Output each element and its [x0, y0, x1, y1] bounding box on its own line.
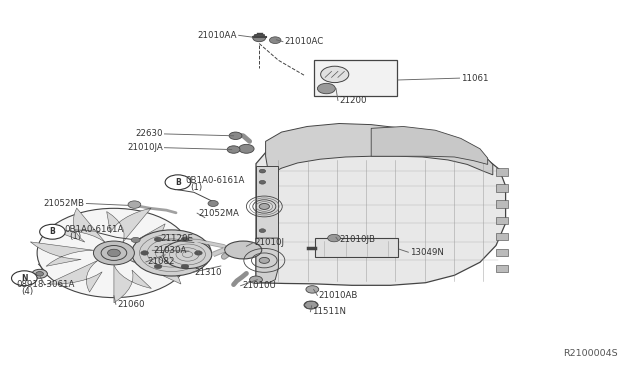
Circle shape	[40, 224, 65, 239]
Circle shape	[317, 83, 335, 94]
Circle shape	[259, 169, 266, 173]
Bar	[496, 201, 508, 208]
Text: 11511N: 11511N	[312, 307, 346, 316]
Polygon shape	[107, 208, 151, 242]
Circle shape	[321, 66, 349, 83]
Text: 21010AB: 21010AB	[319, 291, 358, 300]
Polygon shape	[256, 238, 278, 283]
Text: 0B1A0-6161A: 0B1A0-6161A	[64, 225, 124, 234]
Polygon shape	[371, 126, 488, 164]
Circle shape	[253, 34, 266, 42]
Circle shape	[239, 144, 254, 153]
Bar	[496, 249, 508, 256]
Text: (1): (1)	[69, 232, 81, 241]
Circle shape	[141, 251, 148, 255]
Bar	[496, 265, 508, 272]
Circle shape	[32, 269, 47, 278]
Text: 22630: 22630	[136, 129, 163, 138]
Text: 11061: 11061	[461, 74, 488, 83]
Polygon shape	[130, 256, 185, 284]
Circle shape	[132, 230, 211, 276]
Bar	[314, 60, 397, 96]
Circle shape	[259, 180, 266, 184]
Bar	[496, 184, 508, 192]
Text: 21120E: 21120E	[160, 234, 193, 243]
Circle shape	[229, 132, 242, 140]
Text: 21010AA: 21010AA	[197, 31, 237, 40]
Circle shape	[154, 237, 162, 242]
Text: 21010JA: 21010JA	[127, 143, 163, 152]
Circle shape	[328, 234, 340, 242]
Polygon shape	[30, 242, 94, 266]
Polygon shape	[47, 260, 102, 292]
Circle shape	[269, 37, 281, 44]
Bar	[496, 217, 508, 224]
Circle shape	[154, 264, 162, 269]
Text: 13049N: 13049N	[410, 248, 444, 257]
Polygon shape	[54, 208, 105, 242]
Circle shape	[36, 272, 44, 276]
Text: 21052MB: 21052MB	[44, 199, 84, 208]
Bar	[315, 238, 398, 257]
Circle shape	[259, 229, 266, 232]
Text: B: B	[175, 178, 180, 187]
Circle shape	[306, 286, 319, 293]
Circle shape	[195, 251, 202, 255]
Text: 21010AC: 21010AC	[285, 37, 324, 46]
Circle shape	[131, 237, 140, 243]
Circle shape	[181, 237, 189, 242]
Text: R2100004S: R2100004S	[563, 349, 618, 358]
Circle shape	[181, 264, 189, 269]
Circle shape	[101, 246, 127, 260]
Text: 21200: 21200	[339, 96, 367, 105]
Polygon shape	[114, 265, 152, 303]
Text: 21052MA: 21052MA	[198, 209, 239, 218]
Circle shape	[227, 146, 240, 153]
Circle shape	[108, 249, 120, 257]
Polygon shape	[134, 224, 198, 250]
Text: 21082: 21082	[147, 257, 175, 266]
Circle shape	[37, 208, 191, 298]
Circle shape	[259, 203, 269, 209]
Circle shape	[93, 241, 134, 265]
Polygon shape	[256, 126, 506, 285]
Text: B: B	[50, 227, 55, 236]
Circle shape	[304, 301, 318, 309]
Text: 21030A: 21030A	[154, 246, 187, 255]
Text: (4): (4)	[21, 287, 33, 296]
Circle shape	[250, 276, 262, 283]
Text: (1): (1)	[191, 183, 203, 192]
Circle shape	[12, 271, 37, 286]
Bar	[496, 168, 508, 176]
Ellipse shape	[225, 241, 262, 259]
Text: 0B1A0-6161A: 0B1A0-6161A	[186, 176, 245, 185]
Text: 21010JB: 21010JB	[339, 235, 375, 244]
Circle shape	[259, 257, 269, 263]
Text: 21060: 21060	[117, 300, 145, 309]
Circle shape	[163, 240, 212, 269]
Bar	[256, 166, 278, 240]
Circle shape	[128, 201, 141, 208]
Polygon shape	[304, 301, 318, 309]
Text: 21310: 21310	[194, 268, 221, 277]
Text: 08918-3061A: 08918-3061A	[16, 280, 74, 289]
Polygon shape	[266, 124, 493, 175]
Bar	[496, 232, 508, 240]
Circle shape	[165, 175, 191, 190]
Circle shape	[208, 201, 218, 206]
Text: N: N	[21, 274, 28, 283]
Text: 21010U: 21010U	[242, 281, 276, 290]
Text: 21010J: 21010J	[255, 238, 285, 247]
